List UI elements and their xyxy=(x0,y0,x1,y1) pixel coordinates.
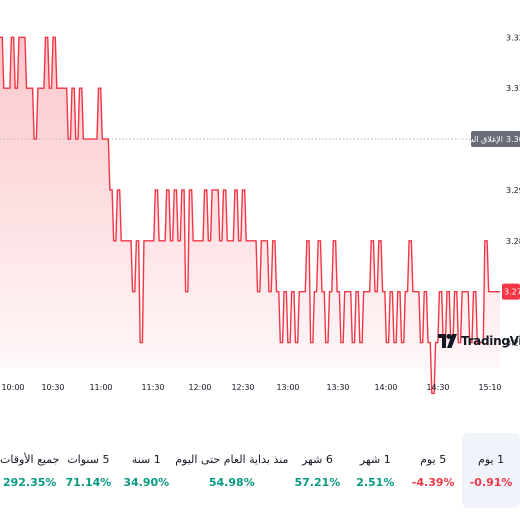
period-change-value: -4.39% xyxy=(411,475,455,489)
period-change-value: 54.98% xyxy=(208,475,255,489)
last-price-value: 3.27 xyxy=(504,288,520,297)
x-tick-label: 12:30 xyxy=(231,383,254,392)
period-tab[interactable]: منذ بداية العام حتى اليوم 54.98% xyxy=(175,433,288,508)
period-tab[interactable]: 5 يوم -4.39% xyxy=(404,433,462,508)
period-tab[interactable]: 1 شهر 2.51% xyxy=(346,433,404,508)
y-tick-label: 3.32 xyxy=(506,33,520,42)
price-chart[interactable]: 3.32 3.31 3.29 3.28 3.26 10:00 10:30 11:00 11:3… xyxy=(0,0,520,400)
x-tick-label: 14:00 xyxy=(374,383,397,392)
period-label: جميع الأوقات xyxy=(0,452,60,466)
last-price-badge xyxy=(502,283,520,300)
price-area-fill xyxy=(0,37,500,394)
period-tab[interactable]: 5 سنوات 71.14% xyxy=(59,433,117,508)
x-tick-label: 10:30 xyxy=(41,383,64,392)
y-tick-label: 3.31 xyxy=(506,84,520,93)
period-label: 5 سنوات xyxy=(67,452,110,466)
x-tick-label: 11:00 xyxy=(89,383,112,392)
period-tab[interactable]: جميع الأوقات 292.35% xyxy=(0,433,59,508)
price-line xyxy=(0,36,500,395)
period-label: 1 سنة xyxy=(131,452,161,466)
performance-periods: 1 يوم -0.91% 5 يوم -4.39% 1 شهر 2.51% 6 شهر 57.… xyxy=(0,433,520,508)
x-tick-label: 10:00 xyxy=(1,383,24,392)
price-chart-svg[interactable]: 3.32 3.31 3.29 3.28 3.26 10:00 10:30 11:00 11:3… xyxy=(0,0,520,400)
period-change-value: 2.51% xyxy=(356,475,395,489)
prev-close-badge xyxy=(471,131,520,148)
x-tick-label: 13:00 xyxy=(276,383,299,392)
x-tick-label: 11:30 xyxy=(141,383,164,392)
period-change-value: 57.21% xyxy=(294,475,341,489)
x-tick-label: 13:30 xyxy=(326,383,349,392)
period-label: منذ بداية العام حتى اليوم xyxy=(175,452,289,466)
period-tab[interactable]: 1 يوم -0.91% xyxy=(462,433,520,508)
period-label: 5 يوم xyxy=(420,452,447,466)
tradingview-watermark: TradingView xyxy=(438,334,520,348)
tradingview-text: TradingView xyxy=(461,334,520,348)
period-tab[interactable]: 6 شهر 57.21% xyxy=(288,433,346,508)
period-label: 1 شهر xyxy=(359,452,391,466)
prev-close-label: الإغلاق السابق xyxy=(455,135,503,145)
period-label: 6 شهر xyxy=(301,452,333,466)
period-change-value: 292.35% xyxy=(2,475,57,489)
y-tick-label: 3.28 xyxy=(506,237,520,246)
x-tick-label: 15:10 xyxy=(478,383,501,392)
period-change-value: 71.14% xyxy=(65,475,112,489)
y-tick-label: 3.26 xyxy=(506,339,520,348)
period-tab[interactable]: 1 سنة 34.90% xyxy=(117,433,175,508)
prev-close-value: 3.30 xyxy=(506,135,520,144)
y-tick-label: 3.29 xyxy=(506,186,520,195)
period-label: 1 يوم xyxy=(478,452,505,466)
tradingview-logo-icon xyxy=(438,334,457,348)
x-tick-label: 14:30 xyxy=(426,383,449,392)
period-change-value: 34.90% xyxy=(123,475,170,489)
x-tick-label: 12:00 xyxy=(188,383,211,392)
period-change-value: -0.91% xyxy=(469,475,513,489)
